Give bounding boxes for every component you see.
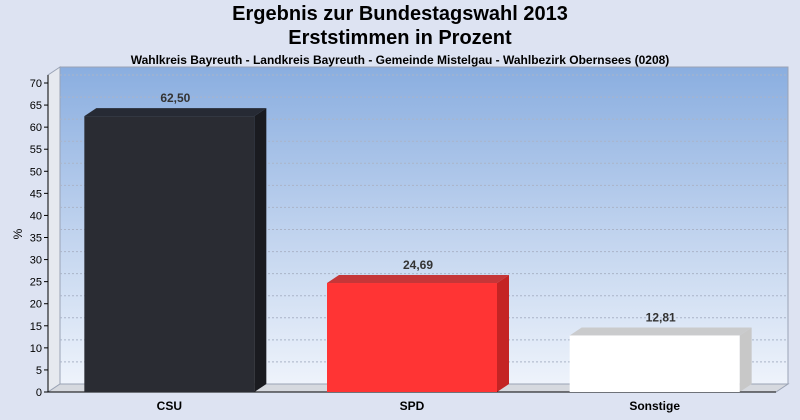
x-tick-label: CSU — [157, 399, 182, 413]
chart-subtitle: Erststimmen in Prozent — [288, 27, 512, 49]
bar-top — [327, 275, 509, 284]
y-tick-label: 45 — [30, 188, 42, 200]
y-axis-label: % — [11, 228, 25, 239]
y-tick-label: 5 — [36, 365, 42, 377]
chart-subsubtitle: Wahlkreis Bayreuth - Landkreis Bayreuth … — [130, 53, 670, 67]
bar-side — [254, 108, 267, 392]
data-label: 24,69 — [403, 258, 433, 272]
data-label: 62,50 — [160, 91, 190, 105]
y-tick-label: 40 — [30, 210, 42, 222]
data-label: 12,81 — [646, 310, 676, 324]
bar-top — [84, 108, 267, 117]
x-tick-label: SPD — [400, 399, 425, 413]
y-tick-label: 25 — [30, 277, 42, 289]
bar — [569, 335, 740, 392]
y-tick-label: 70 — [30, 78, 42, 90]
y-tick-label: 50 — [30, 166, 42, 178]
bar-side — [739, 327, 752, 392]
y-tick-label: 65 — [30, 100, 42, 112]
chart-title: Ergebnis zur Bundestagswahl 2013 — [232, 3, 568, 25]
bar — [84, 116, 255, 392]
bar — [327, 283, 497, 392]
y-tick-label: 35 — [30, 233, 42, 245]
y-tick-label: 10 — [30, 343, 42, 355]
y-tick-label: 0 — [36, 387, 42, 399]
left-wall — [47, 66, 61, 393]
y-tick-label: 60 — [30, 122, 42, 134]
bar-top — [569, 327, 752, 336]
y-tick-label: 55 — [30, 144, 42, 156]
bar-side — [497, 275, 509, 392]
y-tick-label: 15 — [30, 321, 42, 333]
x-tick-label: Sonstige — [629, 399, 680, 413]
y-tick-label: 30 — [30, 255, 42, 267]
y-tick-label: 20 — [30, 299, 42, 311]
